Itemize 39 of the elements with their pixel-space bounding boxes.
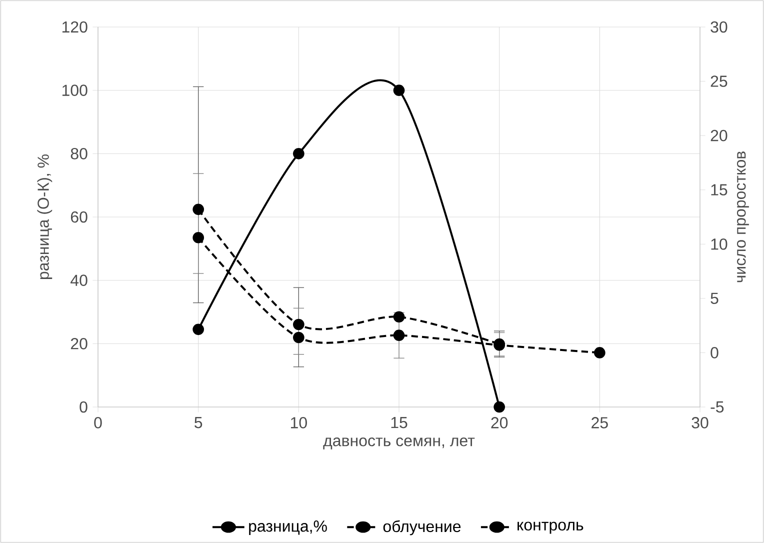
y-tick-label: 80 xyxy=(70,148,88,160)
y2-tick-label: 10 xyxy=(711,238,728,250)
point xyxy=(192,204,204,216)
x-tick-label: 25 xyxy=(592,417,608,428)
point xyxy=(594,347,606,358)
y2-tick-label: 25 xyxy=(710,76,728,87)
y-tick-label: 60 xyxy=(70,211,88,223)
x-axis-title: давность семян, лет xyxy=(323,438,475,450)
x-tick-label: 5 xyxy=(194,417,202,428)
point xyxy=(393,311,405,323)
x-tick-label: 0 xyxy=(94,417,102,428)
point xyxy=(293,148,304,160)
x-tick-label: 20 xyxy=(491,417,508,428)
y2-tick-label: 30 xyxy=(710,21,728,33)
point xyxy=(293,332,304,344)
y2-tick-label: 20 xyxy=(710,130,728,142)
point xyxy=(293,318,304,330)
legend-label: облучение xyxy=(383,520,461,536)
y2-tick-label: 0 xyxy=(710,347,718,358)
y2-tick-label: -5 xyxy=(710,401,724,413)
y-tick-label: 20 xyxy=(70,338,88,350)
y-tick-label: 100 xyxy=(62,84,88,96)
point xyxy=(192,324,204,336)
x-tick-label: 30 xyxy=(692,417,708,428)
y2-tick-label: 5 xyxy=(710,292,718,304)
y-tick-label: 120 xyxy=(62,21,88,33)
legend-label: разница,% xyxy=(249,520,327,535)
y-axis-title: разница (О-К), % xyxy=(37,154,52,280)
point xyxy=(494,401,505,413)
y2-axis-title: число проростков xyxy=(736,152,749,282)
y-tick-label: 40 xyxy=(70,274,88,286)
point xyxy=(192,232,204,244)
x-tick-label: 15 xyxy=(391,417,408,428)
y-tick-label: 0 xyxy=(80,401,88,413)
point xyxy=(393,84,405,96)
x-tick-label: 10 xyxy=(290,417,307,428)
y2-tick-label: 15 xyxy=(711,184,728,196)
point xyxy=(393,330,405,342)
legend-label: контроль xyxy=(518,522,584,534)
